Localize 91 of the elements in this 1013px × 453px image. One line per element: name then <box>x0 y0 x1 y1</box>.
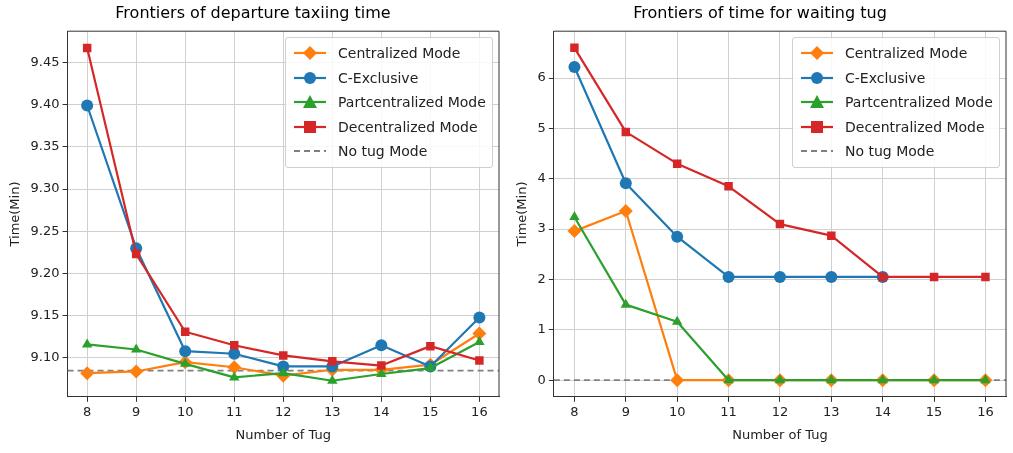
point <box>774 374 786 384</box>
legend-label: Centralized Mode <box>845 45 968 62</box>
legend-label: No tug Mode <box>338 143 428 160</box>
point <box>377 361 386 370</box>
point <box>826 374 837 384</box>
y-tick-label: 9.25 <box>30 222 60 238</box>
point <box>981 272 990 282</box>
point <box>327 374 338 384</box>
point <box>569 211 580 221</box>
chart-title: Frontiers of departure taxiing time <box>115 2 391 22</box>
x-tick-label: 10 <box>668 403 686 419</box>
point <box>980 374 991 384</box>
y-tick-label: 0 <box>537 371 546 387</box>
x-tick-label: 11 <box>720 403 737 419</box>
y-tick-label: 9.15 <box>30 307 60 323</box>
point <box>130 343 142 353</box>
x-tick-label: 10 <box>176 403 194 419</box>
x-tick-label: 15 <box>422 403 439 419</box>
point <box>328 357 337 366</box>
point <box>227 360 242 375</box>
point <box>670 373 685 388</box>
chart-title: Frontiers of time for waiting tug <box>633 2 887 22</box>
point <box>619 177 632 190</box>
y-tick-label: 9.10 <box>30 349 60 365</box>
y-tick-label: 9.45 <box>30 53 60 69</box>
x-tick-label: 9 <box>132 403 141 419</box>
point <box>570 43 579 53</box>
y-tick-label: 9.35 <box>30 138 60 154</box>
legend-label: Centralized Mode <box>338 45 461 62</box>
point <box>81 99 94 112</box>
x-tick-label: 13 <box>324 403 341 419</box>
legend-label: C-Exclusive <box>338 69 419 86</box>
x-tick-label: 8 <box>83 403 92 419</box>
point <box>474 335 485 345</box>
x-axis-title: Number of Tug <box>235 426 332 442</box>
x-tick-label: 13 <box>823 403 840 419</box>
x-tick-label: 14 <box>373 403 390 419</box>
point <box>671 315 683 325</box>
y-tick-label: 3 <box>537 220 546 236</box>
x-tick-label: 11 <box>225 403 243 419</box>
point <box>80 366 95 381</box>
y-tick-label: 6 <box>537 69 546 85</box>
point <box>567 224 582 239</box>
point <box>773 270 786 283</box>
point <box>620 298 631 308</box>
y-tick-label: 9.20 <box>30 264 60 280</box>
x-tick-label: 12 <box>771 403 789 419</box>
point <box>279 351 288 360</box>
point <box>179 345 192 358</box>
y-axis-title: Time(Min) <box>514 181 530 248</box>
y-tick-label: 4 <box>537 170 546 186</box>
point <box>825 270 838 283</box>
x-tick-label: 16 <box>977 403 994 419</box>
point <box>671 230 684 243</box>
point <box>928 374 940 384</box>
y-tick-label: 9.40 <box>30 96 60 112</box>
x-tick-label: 15 <box>925 403 943 419</box>
legend-label: Decentralized Mode <box>338 118 478 135</box>
point <box>827 231 836 240</box>
legend-label: Decentralized Mode <box>845 118 985 135</box>
point <box>475 356 484 365</box>
y-tick-label: 1 <box>537 321 546 337</box>
point <box>472 326 487 341</box>
y-tick-label: 2 <box>537 270 546 286</box>
point <box>375 339 388 352</box>
y-tick-label: 5 <box>537 119 546 135</box>
legend-label: No tug Mode <box>845 143 935 160</box>
x-tick-label: 8 <box>570 403 579 419</box>
x-axis-title: Number of Tug <box>732 426 828 442</box>
x-tick-label: 16 <box>471 403 488 419</box>
x-tick-label: 12 <box>275 403 292 419</box>
point <box>724 182 733 191</box>
point <box>568 60 581 73</box>
legend-label: Partcentralized Mode <box>338 94 486 111</box>
point <box>618 203 633 218</box>
point <box>723 374 734 384</box>
point <box>877 374 888 384</box>
point <box>129 364 144 379</box>
point <box>426 341 435 351</box>
point <box>722 270 735 283</box>
x-tick-label: 14 <box>874 403 891 419</box>
point <box>672 159 682 168</box>
point <box>278 367 289 377</box>
point <box>376 368 387 377</box>
legend-label: C-Exclusive <box>845 69 926 86</box>
legend-label: Partcentralized Mode <box>845 94 993 111</box>
y-axis-title: Time(Min) <box>7 181 23 248</box>
y-tick-label: 9.30 <box>30 180 60 196</box>
point <box>473 311 486 324</box>
x-tick-label: 9 <box>621 403 630 419</box>
point <box>230 341 239 350</box>
